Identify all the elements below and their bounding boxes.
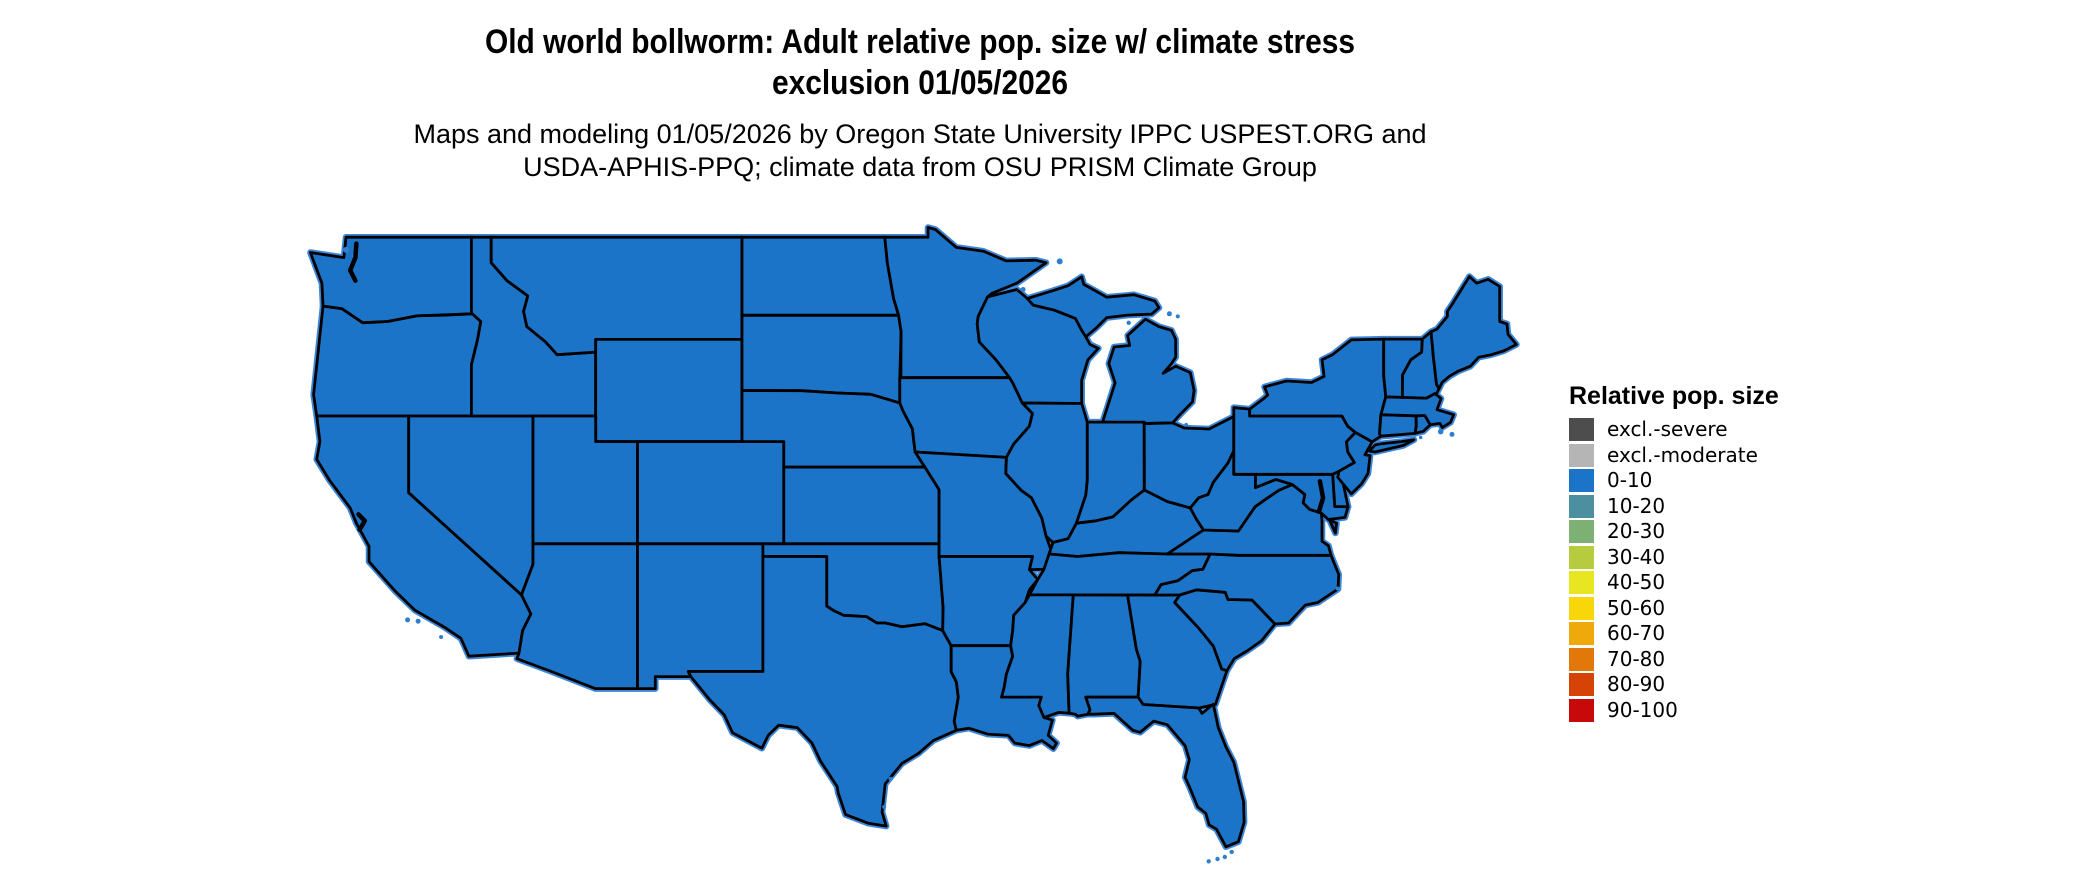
state-WY [594, 338, 744, 444]
legend-item: 30-40 [1569, 545, 1779, 571]
state-NC [1153, 552, 1341, 626]
legend-item-label: 40-50 [1607, 570, 1666, 595]
island-dot [1215, 856, 1220, 862]
water-mark [356, 512, 368, 532]
island-dot [1056, 258, 1063, 265]
legend-item-label: 0-10 [1607, 468, 1653, 493]
state-TX [686, 555, 960, 828]
state-PA [1232, 406, 1357, 476]
island-dot [888, 776, 893, 781]
legend-swatch [1569, 596, 1594, 620]
legend-item-label: 80-90 [1607, 672, 1666, 697]
map-title-line2: exclusion 01/05/2026 [771, 64, 1069, 102]
legend-swatch [1569, 443, 1594, 467]
legend-item-label: 70-80 [1607, 646, 1666, 671]
island-dot [1020, 287, 1026, 292]
island-dot [1184, 422, 1188, 427]
legend-swatch [1569, 647, 1594, 671]
us-choropleth-map [300, 218, 1525, 878]
legend-swatch [1569, 571, 1594, 595]
state-NY [1367, 438, 1416, 454]
legend-swatch [1569, 545, 1594, 569]
state-CT [1378, 413, 1418, 438]
legend-item-label: 20-30 [1607, 519, 1666, 544]
legend-item: 90-100 [1569, 698, 1779, 724]
legend-item-label: 50-60 [1607, 595, 1666, 620]
legend-item-label: 90-100 [1607, 697, 1678, 722]
island-dot [439, 635, 444, 639]
legend-item-label: excl.-moderate [1607, 442, 1758, 467]
state-OR [312, 304, 483, 418]
map-subtitle-line1: Maps and modeling 01/05/2026 by Oregon S… [413, 119, 1427, 149]
legend-item-label: 30-40 [1607, 544, 1666, 569]
legend-item: 10-20 [1569, 494, 1779, 520]
map-subtitle-line2: USDA-APHIS-PPQ; climate data from OSU PR… [523, 152, 1317, 182]
legend-item: 20-30 [1569, 519, 1779, 545]
legend-item: 80-90 [1569, 672, 1779, 698]
water-mark [1316, 478, 1326, 515]
legend-item: 0-10 [1569, 468, 1779, 494]
legend-item: excl.-severe [1569, 417, 1779, 443]
map-title-line1: Old world bollworm: Adult relative pop. … [484, 23, 1356, 61]
legend-swatch [1569, 520, 1594, 544]
island-dot [1437, 428, 1444, 435]
legend-swatch [1569, 494, 1594, 518]
island-dot [1175, 314, 1180, 319]
legend-swatch [1569, 698, 1594, 722]
state-MI [1025, 275, 1161, 339]
state-ME [1429, 275, 1518, 391]
legend-item: 50-60 [1569, 596, 1779, 622]
island-dot [882, 804, 887, 809]
legend-item: 60-70 [1569, 621, 1779, 647]
state-NM [636, 542, 765, 691]
legend-swatch [1569, 673, 1594, 697]
legend-item-label: excl.-severe [1607, 417, 1728, 442]
us-states-map-svg [307, 224, 1520, 864]
legend-item: excl.-moderate [1569, 443, 1779, 469]
state-FL [1084, 695, 1246, 849]
legend-swatch [1569, 418, 1594, 442]
legend-swatch [1569, 469, 1594, 493]
legend-title: Relative pop. size [1569, 382, 1779, 410]
island-dot [1206, 859, 1211, 864]
island-dot [1229, 849, 1234, 855]
state-CO [636, 440, 786, 546]
state-KS [782, 465, 941, 546]
legend-items: excl.-severe excl.-moderate 0-10 10-20 2… [1569, 417, 1779, 723]
island-dot [415, 618, 421, 624]
island-dot [1449, 431, 1455, 437]
state-AZ [515, 542, 639, 691]
state-MI [1101, 317, 1196, 425]
legend-item-label: 10-20 [1607, 493, 1666, 518]
island-dot [1418, 435, 1423, 440]
water-mark [347, 241, 359, 283]
legend-item: 40-50 [1569, 570, 1779, 596]
legend-item: 70-80 [1569, 647, 1779, 673]
island-dot [343, 246, 349, 253]
island-dot [1335, 586, 1340, 591]
legend: Relative pop. size excl.-severe excl.-mo… [1569, 381, 1779, 723]
state-ND [740, 235, 900, 317]
state-VA [1327, 518, 1338, 535]
legend-item-label: 60-70 [1607, 621, 1666, 646]
island-dot [1126, 320, 1131, 325]
island-dot [405, 617, 411, 623]
map-subtitle: Maps and modeling 01/05/2026 by Oregon S… [0, 118, 1840, 184]
legend-swatch [1569, 622, 1594, 646]
island-dot [1166, 311, 1172, 317]
map-title: Old world bollworm: Adult relative pop. … [110, 22, 1729, 104]
island-dot [1222, 854, 1227, 860]
